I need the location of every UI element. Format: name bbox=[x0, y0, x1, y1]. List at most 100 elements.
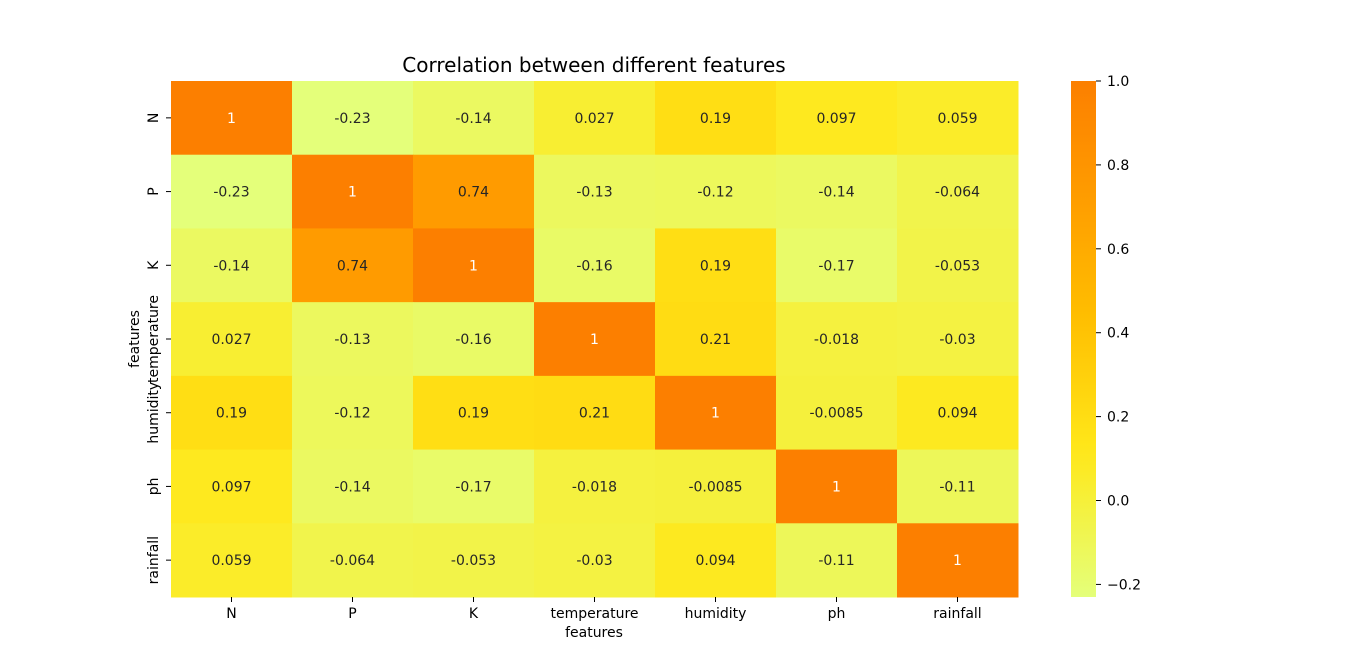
heatmap-cell bbox=[171, 523, 293, 598]
y-tick-label: N bbox=[146, 113, 162, 123]
cell-label: -0.0085 bbox=[809, 406, 863, 422]
cell-label: 1 bbox=[590, 332, 599, 348]
cell-label: 0.094 bbox=[695, 553, 735, 569]
cell-label: 0.74 bbox=[458, 185, 489, 201]
cell-label: -0.13 bbox=[576, 185, 612, 201]
y-tick-label: K bbox=[146, 260, 162, 270]
cell-label: 0.19 bbox=[700, 258, 731, 274]
heatmap-cell bbox=[776, 302, 898, 377]
cell-label: -0.03 bbox=[576, 553, 612, 569]
cell-label: 1 bbox=[348, 185, 357, 201]
heatmap-cell bbox=[171, 228, 293, 303]
heatmap-cell bbox=[292, 375, 414, 451]
colorbar-tick-label: 0.6 bbox=[1107, 242, 1129, 258]
cell-label: 0.027 bbox=[574, 111, 614, 127]
cell-label: -0.14 bbox=[334, 479, 370, 495]
x-tick-label: temperature bbox=[551, 606, 639, 622]
colorbar-tick-label: 0.0 bbox=[1107, 494, 1129, 510]
heatmap-cell bbox=[171, 302, 293, 377]
cell-label: 1 bbox=[469, 258, 478, 274]
x-tick-label: N bbox=[226, 606, 236, 622]
y-tick-label: temperature bbox=[146, 295, 162, 383]
heatmap-cell bbox=[897, 523, 1019, 598]
cell-label: 0.094 bbox=[937, 406, 977, 422]
heatmap-cell bbox=[534, 154, 656, 229]
cell-label: 0.059 bbox=[211, 553, 251, 569]
heatmap-cell bbox=[292, 81, 414, 156]
cell-label: 1 bbox=[711, 406, 720, 422]
heatmap-cell bbox=[776, 81, 898, 156]
cell-label: 0.21 bbox=[700, 332, 731, 348]
y-axis-label: features bbox=[127, 310, 143, 368]
cell-label: -0.11 bbox=[818, 553, 854, 569]
x-axis-label: features bbox=[565, 625, 623, 641]
cell-label: -0.16 bbox=[455, 332, 491, 348]
heatmap-cell bbox=[655, 154, 777, 229]
heatmap-cell bbox=[897, 375, 1019, 451]
heatmap-cell bbox=[897, 81, 1019, 156]
heatmap-cell bbox=[413, 375, 535, 451]
colorbar bbox=[1071, 81, 1096, 597]
cell-label: -0.064 bbox=[935, 185, 980, 201]
colorbar-tick-label: 1.0 bbox=[1107, 74, 1129, 90]
y-tick-label: ph bbox=[146, 478, 162, 496]
colorbar-tick-label: 0.4 bbox=[1107, 326, 1129, 342]
cell-label: 0.097 bbox=[816, 111, 856, 127]
colorbar-tick-label: 0.2 bbox=[1107, 410, 1129, 426]
cell-label: 1 bbox=[227, 111, 236, 127]
cell-label: -0.14 bbox=[213, 258, 249, 274]
heatmap-cell bbox=[292, 154, 414, 229]
x-tick-label: ph bbox=[828, 606, 846, 622]
heatmap-cell bbox=[413, 228, 535, 303]
heatmap-cell bbox=[534, 302, 656, 377]
chart-title: Correlation between different features bbox=[402, 53, 785, 77]
heatmap-cell bbox=[534, 228, 656, 303]
cell-label: -0.16 bbox=[576, 258, 612, 274]
heatmap-cell bbox=[776, 375, 898, 451]
y-tick-label: rainfall bbox=[146, 536, 162, 584]
cell-label: 0.027 bbox=[211, 332, 251, 348]
x-tick-label: humidity bbox=[685, 606, 747, 622]
heatmap-cell bbox=[171, 375, 293, 451]
colorbar-tick-label: −0.2 bbox=[1107, 577, 1141, 593]
heatmap-cell bbox=[655, 523, 777, 598]
cell-label: -0.018 bbox=[814, 332, 859, 348]
heatmap-cell bbox=[534, 449, 656, 524]
heatmap-cell bbox=[776, 154, 898, 229]
heatmap-cell bbox=[413, 154, 535, 229]
heatmap-cell bbox=[655, 449, 777, 524]
cell-label: -0.03 bbox=[939, 332, 975, 348]
cell-label: 0.19 bbox=[700, 111, 731, 127]
heatmap-cells: 1 -0.23 -0.14 0.027 0.19 0.097 0.059 -0.23 1 0.74… bbox=[171, 81, 1019, 598]
heatmap-cell bbox=[655, 302, 777, 377]
heatmap-cell bbox=[292, 302, 414, 377]
heatmap-cell bbox=[897, 302, 1019, 377]
heatmap-cell bbox=[534, 81, 656, 156]
cell-label: -0.17 bbox=[818, 258, 854, 274]
heatmap-cell bbox=[776, 449, 898, 524]
cell-label: -0.17 bbox=[455, 479, 491, 495]
cell-label: -0.053 bbox=[935, 258, 980, 274]
heatmap-cell bbox=[897, 449, 1019, 524]
heatmap-cell bbox=[171, 154, 293, 229]
heatmap-cell bbox=[292, 523, 414, 598]
heatmap-cell bbox=[292, 449, 414, 524]
heatmap-cell bbox=[171, 449, 293, 524]
x-tick-label: K bbox=[469, 606, 479, 622]
heatmap-cell bbox=[534, 523, 656, 598]
heatmap-cell bbox=[897, 228, 1019, 303]
cell-label: -0.23 bbox=[334, 111, 370, 127]
colorbar-ticks: 1.0 0.8 0.6 0.4 0.2 0.0 −0.2 bbox=[1096, 74, 1141, 593]
cell-label: -0.13 bbox=[334, 332, 370, 348]
y-tick-label: P bbox=[146, 187, 162, 195]
heatmap-cell bbox=[655, 228, 777, 303]
heatmap-cell bbox=[897, 154, 1019, 229]
cell-label: -0.14 bbox=[818, 185, 854, 201]
heatmap-cell bbox=[413, 302, 535, 377]
cell-label: 0.74 bbox=[337, 258, 368, 274]
cell-label: -0.11 bbox=[939, 479, 975, 495]
cell-label: -0.23 bbox=[213, 185, 249, 201]
heatmap-cell bbox=[413, 449, 535, 524]
heatmap-cell bbox=[655, 375, 777, 451]
